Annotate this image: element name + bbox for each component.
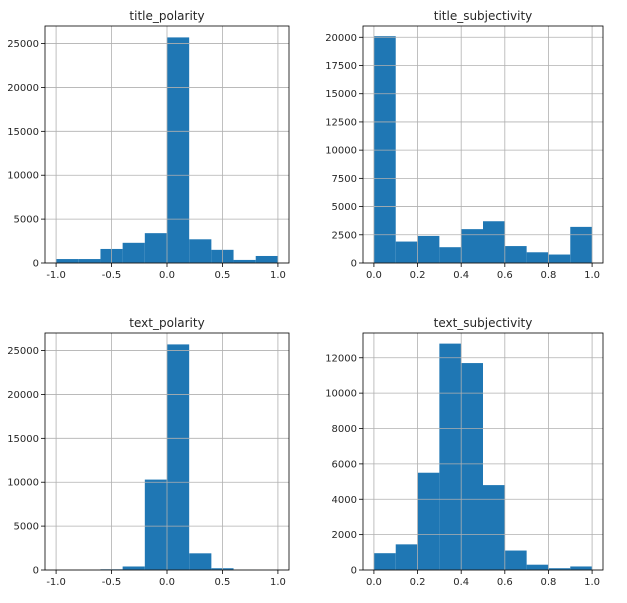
- histogram-bar: [144, 479, 167, 570]
- y-tick-label: 2000: [332, 530, 357, 541]
- histogram-bar: [373, 553, 396, 570]
- histogram-bar: [570, 566, 593, 570]
- histogram-bar: [417, 472, 440, 570]
- y-tick-label: 25000: [7, 39, 39, 50]
- histogram-bar: [56, 259, 79, 263]
- x-tick-label: 0.5: [215, 577, 231, 588]
- chart-text_subjectivity: 0.0 0.2 0.4 0.6 0.8 1.0 0 2000 4000 6000 8000 10000…: [325, 316, 604, 588]
- y-tick-label: 6000: [332, 459, 357, 470]
- histogram-bar: [122, 566, 145, 570]
- y-tick-label: 2500: [332, 230, 357, 241]
- histogram-bar: [570, 226, 593, 263]
- histogram-bar: [483, 221, 505, 263]
- y-tick-label: 8000: [332, 424, 357, 435]
- y-tick-label: 10000: [325, 146, 357, 157]
- histogram-bar: [504, 550, 527, 570]
- x-tick-label: 1.0: [270, 577, 286, 588]
- y-tick-label: 10000: [325, 389, 357, 400]
- x-tick-label: 0.4: [453, 577, 469, 588]
- x-tick-label: 0.4: [453, 270, 469, 281]
- histogram-bar: [144, 233, 167, 263]
- x-tick-label: -0.5: [102, 577, 122, 588]
- y-tick-label: 10000: [7, 171, 39, 182]
- histogram-bar: [167, 344, 190, 570]
- y-tick-label: 17500: [325, 61, 357, 72]
- y-tick-label: 12500: [325, 117, 357, 128]
- chart-title_subjectivity: 0.0 0.2 0.4 0.6 0.8 1.0 0 2500 5000 7500 10000 1250…: [325, 9, 604, 281]
- y-tick-label: 0: [351, 566, 357, 577]
- y-tick-label: 20000: [325, 33, 357, 44]
- x-tick-label: 1.0: [584, 270, 600, 281]
- chart-title: text_polarity: [129, 316, 204, 330]
- x-tick-label: 0.2: [410, 270, 426, 281]
- histogram-bar: [483, 485, 505, 570]
- histogram-bar: [439, 343, 462, 570]
- x-tick-label: 0.8: [541, 270, 557, 281]
- y-tick-label: 0: [33, 259, 39, 270]
- x-tick-label: -0.5: [102, 270, 122, 281]
- chart-title: title_polarity: [129, 9, 204, 23]
- x-tick-label: -1.0: [46, 577, 66, 588]
- y-tick-label: 15000: [7, 127, 39, 138]
- histogram-bar: [395, 241, 418, 263]
- histogram-bar: [189, 239, 212, 263]
- y-tick-label: 0: [33, 566, 39, 577]
- histogram-bar: [167, 37, 190, 264]
- x-tick-label: 0.6: [497, 270, 513, 281]
- histogram-bar: [504, 246, 527, 263]
- y-tick-label: 15000: [7, 434, 39, 445]
- y-tick-label: 25000: [7, 346, 39, 357]
- histogram-bar: [233, 259, 256, 263]
- chart-title_polarity: -1.0 -0.5 0.0 0.5 1.0 0 5000 10000 15000 20000 250…: [7, 9, 290, 281]
- y-tick-label: 15000: [325, 89, 357, 100]
- x-tick-label: 0.2: [410, 577, 426, 588]
- x-tick-label: 0.8: [541, 577, 557, 588]
- x-tick-label: 0.6: [497, 577, 513, 588]
- y-tick-label: 7500: [332, 174, 357, 185]
- y-tick-label: 10000: [7, 478, 39, 489]
- y-tick-label: 5000: [14, 215, 39, 226]
- histogram-bar: [461, 363, 483, 570]
- histogram-bar: [417, 235, 440, 263]
- histogram-bar: [255, 255, 278, 263]
- y-tick-label: 4000: [332, 495, 357, 506]
- chart-text_polarity: -1.0 -0.5 0.0 0.5 1.0 0 5000 10000 15000 20000 250…: [7, 316, 290, 588]
- histogram-bar: [526, 252, 549, 263]
- histogram-bar: [122, 242, 145, 263]
- y-tick-label: 5000: [14, 522, 39, 533]
- histogram-bar: [548, 568, 571, 570]
- histogram-bar: [526, 564, 549, 570]
- x-tick-label: 0.0: [366, 577, 382, 588]
- histogram-bar: [461, 229, 483, 263]
- histogram-bar: [395, 544, 418, 570]
- x-tick-label: 0.0: [159, 270, 175, 281]
- chart-title: title_subjectivity: [434, 9, 533, 23]
- x-tick-label: 1.0: [584, 577, 600, 588]
- x-tick-label: -1.0: [46, 270, 66, 281]
- x-tick-label: 1.0: [270, 270, 286, 281]
- y-tick-label: 0: [351, 259, 357, 270]
- chart-title: text_subjectivity: [434, 316, 533, 330]
- y-tick-label: 20000: [7, 83, 39, 94]
- y-tick-label: 20000: [7, 390, 39, 401]
- histogram-bar: [78, 259, 101, 263]
- x-tick-label: 0.0: [366, 270, 382, 281]
- axes-frame: [362, 332, 604, 571]
- y-tick-label: 5000: [332, 202, 357, 213]
- x-tick-label: 0.0: [159, 577, 175, 588]
- histogram-bar: [373, 36, 396, 264]
- histogram-bar: [189, 553, 212, 570]
- y-tick-label: 12000: [325, 353, 357, 364]
- histogram-bar: [548, 254, 571, 263]
- histogram-bar: [439, 247, 462, 263]
- axes-frame: [362, 25, 604, 264]
- x-tick-label: 0.5: [215, 270, 231, 281]
